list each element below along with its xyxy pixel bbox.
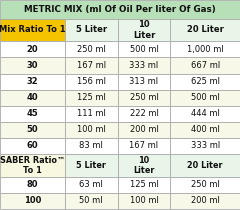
Text: 500 ml: 500 ml — [191, 93, 220, 102]
Bar — [0, 177, 65, 193]
Bar — [118, 193, 170, 209]
Text: 333 ml: 333 ml — [129, 61, 159, 70]
Bar — [0, 106, 65, 122]
Bar — [65, 18, 118, 41]
Bar — [0, 0, 240, 18]
Text: 333 ml: 333 ml — [191, 142, 220, 151]
Text: 80: 80 — [27, 180, 38, 189]
Bar — [118, 138, 170, 154]
Text: 10
Liter: 10 Liter — [133, 20, 155, 40]
Text: 125 ml: 125 ml — [130, 180, 158, 189]
Text: 45: 45 — [27, 109, 38, 118]
Bar — [65, 74, 118, 90]
Text: 625 ml: 625 ml — [191, 77, 220, 86]
Bar — [65, 177, 118, 193]
Text: 100: 100 — [24, 196, 41, 205]
Text: 667 ml: 667 ml — [191, 61, 220, 70]
Text: 40: 40 — [27, 93, 38, 102]
Text: 156 ml: 156 ml — [77, 77, 106, 86]
Text: 5 Liter: 5 Liter — [76, 25, 107, 34]
Bar — [170, 138, 240, 154]
Text: 20 Liter: 20 Liter — [187, 25, 224, 34]
Bar — [65, 154, 118, 177]
Bar — [65, 57, 118, 74]
Text: 32: 32 — [27, 77, 38, 86]
Bar — [118, 90, 170, 106]
Bar — [118, 74, 170, 90]
Bar — [0, 41, 65, 57]
Bar — [170, 57, 240, 74]
Text: 400 ml: 400 ml — [191, 125, 220, 134]
Text: 30: 30 — [27, 61, 38, 70]
Text: 313 ml: 313 ml — [129, 77, 159, 86]
Bar — [65, 90, 118, 106]
Text: METRIC MIX (ml Of Oil Per liter Of Gas): METRIC MIX (ml Of Oil Per liter Of Gas) — [24, 5, 216, 14]
Text: 100 ml: 100 ml — [130, 196, 158, 205]
Text: Mix Ratio To 1: Mix Ratio To 1 — [0, 25, 66, 34]
Bar — [0, 18, 65, 41]
Bar — [65, 193, 118, 209]
Bar — [170, 74, 240, 90]
Text: 60: 60 — [27, 142, 38, 151]
Bar — [65, 41, 118, 57]
Text: 111 ml: 111 ml — [77, 109, 106, 118]
Bar — [65, 138, 118, 154]
Bar — [0, 74, 65, 90]
Bar — [0, 138, 65, 154]
Text: 50 ml: 50 ml — [79, 196, 103, 205]
Bar — [170, 154, 240, 177]
Bar — [170, 177, 240, 193]
Bar — [118, 41, 170, 57]
Text: 250 ml: 250 ml — [191, 180, 220, 189]
Bar — [118, 177, 170, 193]
Text: 20: 20 — [27, 45, 38, 54]
Text: 500 ml: 500 ml — [130, 45, 158, 54]
Bar — [0, 122, 65, 138]
Text: 444 ml: 444 ml — [191, 109, 220, 118]
Bar — [118, 122, 170, 138]
Text: SABER Ratio™
To 1: SABER Ratio™ To 1 — [0, 156, 65, 175]
Bar — [0, 90, 65, 106]
Text: 63 ml: 63 ml — [79, 180, 103, 189]
Bar — [0, 154, 65, 177]
Bar — [65, 122, 118, 138]
Text: 83 ml: 83 ml — [79, 142, 103, 151]
Bar — [0, 57, 65, 74]
Bar — [170, 41, 240, 57]
Text: 250 ml: 250 ml — [77, 45, 106, 54]
Text: 100 ml: 100 ml — [77, 125, 106, 134]
Text: 167 ml: 167 ml — [129, 142, 159, 151]
Text: 167 ml: 167 ml — [77, 61, 106, 70]
Text: 200 ml: 200 ml — [191, 196, 220, 205]
Text: 1,000 ml: 1,000 ml — [187, 45, 224, 54]
Bar — [65, 106, 118, 122]
Bar — [170, 193, 240, 209]
Bar — [0, 193, 65, 209]
Text: 50: 50 — [27, 125, 38, 134]
Bar — [118, 18, 170, 41]
Text: 125 ml: 125 ml — [77, 93, 106, 102]
Bar — [118, 57, 170, 74]
Bar — [170, 106, 240, 122]
Text: 10
Liter: 10 Liter — [133, 156, 155, 175]
Text: 200 ml: 200 ml — [130, 125, 158, 134]
Text: 5 Liter: 5 Liter — [76, 161, 106, 170]
Text: 20 Liter: 20 Liter — [187, 161, 223, 170]
Bar — [170, 90, 240, 106]
Bar — [118, 154, 170, 177]
Text: 222 ml: 222 ml — [130, 109, 158, 118]
Bar — [170, 122, 240, 138]
Text: 250 ml: 250 ml — [130, 93, 158, 102]
Bar — [118, 106, 170, 122]
Bar — [170, 18, 240, 41]
